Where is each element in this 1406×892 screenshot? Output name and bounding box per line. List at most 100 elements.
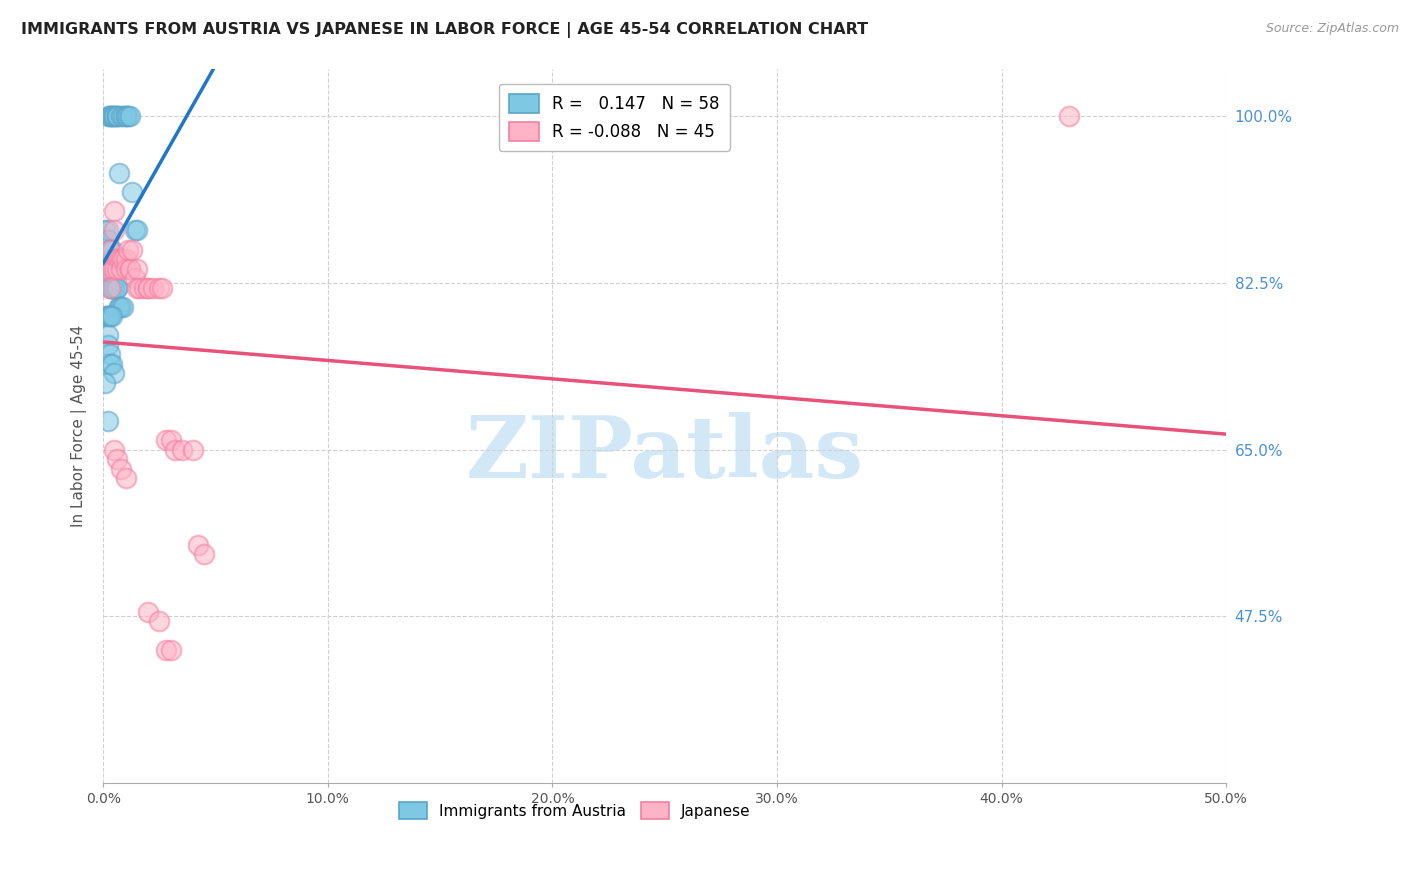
Point: [125, 223, 148, 237]
Point: [97, 233, 120, 247]
Point: [98, 280, 121, 294]
Text: ZIPatlas: ZIPatlas: [465, 412, 863, 496]
Point: [120, 261, 142, 276]
Point: [105, 109, 128, 123]
Point: [159, 642, 181, 657]
Point: [108, 252, 131, 266]
Point: [103, 204, 125, 219]
Point: [101, 252, 124, 266]
Point: [105, 280, 128, 294]
Point: [114, 109, 136, 123]
Point: [165, 442, 187, 457]
Point: [110, 252, 132, 266]
Point: [132, 280, 155, 294]
Point: [108, 300, 131, 314]
Point: [103, 280, 125, 294]
Point: [110, 461, 132, 475]
Point: [97, 271, 120, 285]
Point: [125, 261, 148, 276]
Point: [121, 243, 143, 257]
Point: [112, 300, 135, 314]
Point: [94, 223, 117, 237]
Point: [98, 310, 121, 324]
Point: [97, 328, 120, 343]
Point: [97, 261, 120, 276]
Point: [101, 280, 124, 294]
Point: [108, 300, 131, 314]
Point: [148, 280, 170, 294]
Point: [97, 310, 120, 324]
Point: [97, 414, 120, 428]
Point: [101, 109, 124, 123]
Point: [101, 109, 124, 123]
Point: [117, 243, 139, 257]
Point: [155, 433, 177, 447]
Point: [112, 109, 135, 123]
Text: IMMIGRANTS FROM AUSTRIA VS JAPANESE IN LABOR FORCE | AGE 45-54 CORRELATION CHART: IMMIGRANTS FROM AUSTRIA VS JAPANESE IN L…: [21, 22, 869, 38]
Point: [170, 442, 193, 457]
Point: [110, 109, 132, 123]
Point: [124, 223, 146, 237]
Point: [103, 109, 125, 123]
Point: [124, 271, 146, 285]
Point: [105, 280, 128, 294]
Point: [136, 280, 159, 294]
Point: [136, 280, 159, 294]
Y-axis label: In Labor Force | Age 45-54: In Labor Force | Age 45-54: [72, 325, 87, 527]
Point: [97, 338, 120, 352]
Point: [136, 605, 159, 619]
Point: [103, 367, 125, 381]
Point: [142, 280, 165, 294]
Point: [101, 357, 124, 371]
Point: [103, 442, 125, 457]
Point: [101, 243, 124, 257]
Point: [97, 261, 120, 276]
Point: [110, 261, 132, 276]
Point: [98, 310, 121, 324]
Point: [98, 243, 121, 257]
Point: [155, 642, 177, 657]
Point: [114, 252, 136, 266]
Point: [98, 280, 121, 294]
Point: [181, 442, 204, 457]
Point: [1057, 109, 1080, 123]
Point: [148, 614, 170, 628]
Point: [159, 433, 181, 447]
Point: [108, 166, 131, 180]
Point: [97, 223, 120, 237]
Point: [103, 223, 125, 237]
Legend: Immigrants from Austria, Japanese: Immigrants from Austria, Japanese: [394, 796, 756, 825]
Point: [98, 109, 121, 123]
Point: [125, 280, 148, 294]
Point: [98, 357, 121, 371]
Point: [103, 280, 125, 294]
Point: [120, 109, 142, 123]
Point: [97, 310, 120, 324]
Point: [101, 280, 124, 294]
Point: [121, 186, 143, 200]
Point: [98, 243, 121, 257]
Point: [105, 452, 128, 467]
Point: [101, 310, 124, 324]
Point: [98, 347, 121, 361]
Text: Source: ZipAtlas.com: Source: ZipAtlas.com: [1265, 22, 1399, 36]
Point: [103, 252, 125, 266]
Point: [94, 310, 117, 324]
Point: [98, 271, 121, 285]
Point: [98, 109, 121, 123]
Point: [112, 252, 135, 266]
Point: [128, 280, 150, 294]
Point: [187, 538, 209, 552]
Point: [103, 109, 125, 123]
Point: [97, 109, 120, 123]
Point: [114, 109, 136, 123]
Point: [114, 471, 136, 485]
Point: [105, 109, 128, 123]
Point: [120, 261, 142, 276]
Point: [117, 109, 139, 123]
Point: [98, 243, 121, 257]
Point: [105, 109, 128, 123]
Point: [105, 252, 128, 266]
Point: [98, 271, 121, 285]
Point: [103, 261, 125, 276]
